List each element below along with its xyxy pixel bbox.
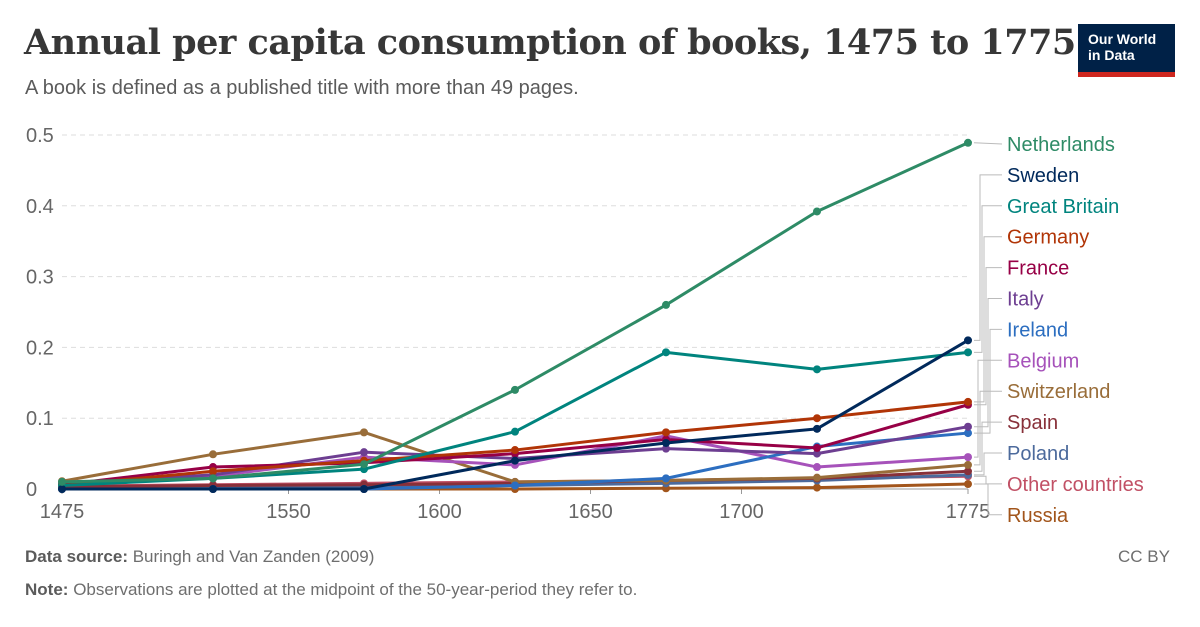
data-point-great-britain — [662, 348, 670, 357]
data-source: Data source: Buringh and Van Zanden (200… — [25, 547, 374, 567]
data-point-great-britain — [813, 365, 821, 374]
label-connector-russia — [974, 483, 1002, 516]
data-point-sweden — [209, 485, 217, 493]
series-label-poland: Poland — [1007, 443, 1069, 465]
series-label-germany: Germany — [1007, 227, 1089, 249]
series-label-netherlands: Netherlands — [1007, 134, 1115, 156]
data-point-belgium — [813, 463, 821, 472]
data-point-sweden — [662, 438, 670, 447]
chart-title: Annual per capita consumption of books, … — [24, 22, 1076, 63]
series-label-switzerland: Switzerland — [1007, 381, 1110, 403]
label-connector-switzerland — [974, 390, 1002, 466]
label-connector-belgium — [974, 359, 1002, 458]
data-point-netherlands — [964, 138, 972, 147]
data-point-sweden — [360, 485, 368, 493]
data-point-italy — [813, 449, 821, 458]
series-label-italy: Italy — [1007, 289, 1044, 311]
data-point-russia — [813, 483, 821, 492]
series-label-sweden: Sweden — [1007, 165, 1079, 187]
data-point-sweden — [813, 424, 821, 433]
label-connector-sweden — [974, 174, 1002, 341]
data-point-italy — [662, 444, 670, 453]
x-tick-label: 1475 — [40, 501, 85, 523]
label-connector-poland — [974, 452, 1002, 476]
series-label-spain: Spain — [1007, 412, 1058, 434]
label-connector-spain — [974, 421, 1002, 472]
series-label-ireland: Ireland — [1007, 319, 1068, 341]
grid-lines — [62, 134, 968, 419]
x-tick-label: 1600 — [417, 501, 462, 523]
data-point-great-britain — [511, 427, 519, 436]
label-connector-other-countries — [974, 475, 1002, 485]
data-point-netherlands — [58, 477, 66, 486]
logo-line-2: in Data — [1088, 47, 1135, 63]
logo-line-1: Our World — [1088, 31, 1157, 47]
series-label-belgium: Belgium — [1007, 350, 1079, 372]
data-point-germany — [964, 397, 972, 406]
series-label-france: France — [1007, 258, 1069, 280]
note-text: Observations are plotted at the midpoint… — [73, 580, 638, 599]
source-label: Data source: — [25, 547, 128, 566]
data-point-sweden — [511, 456, 519, 465]
label-connector-great-britain — [974, 205, 1002, 353]
x-axis: 1475 1550 1600 1650 1700 1775 — [40, 488, 991, 523]
data-point-netherlands — [662, 300, 670, 309]
data-point-italy — [360, 448, 368, 457]
source-text[interactable]: Buringh and Van Zanden (2009) — [132, 547, 375, 566]
data-point-italy — [964, 422, 972, 431]
data-point-germany — [511, 446, 519, 455]
y-axis-ticks: 0 0.1 0.2 0.3 0.4 0.5 — [26, 125, 54, 501]
data-point-france — [813, 443, 821, 452]
series-lines — [58, 138, 972, 493]
data-point-netherlands — [360, 460, 368, 469]
series-labels: Netherlands Sweden Great Britain Germany Fra… — [973, 134, 1144, 527]
series-label-other-countries: Other countries — [1007, 474, 1144, 496]
data-point-switzerland — [209, 450, 217, 459]
y-tick-label: 0.4 — [26, 196, 54, 218]
data-point-spain — [964, 467, 972, 476]
data-point-ireland — [662, 474, 670, 483]
data-point-ireland — [511, 481, 519, 490]
x-tick-label: 1650 — [568, 501, 613, 523]
chart-subtitle: A book is defined as a published title w… — [25, 77, 579, 99]
data-point-switzerland — [813, 473, 821, 482]
data-point-netherlands — [813, 207, 821, 216]
owid-logo[interactable]: Our World in Data — [1078, 24, 1175, 77]
data-point-netherlands — [511, 385, 519, 394]
data-point-sweden — [58, 485, 66, 493]
label-connector-germany — [974, 236, 1002, 403]
y-tick-label: 0.2 — [26, 337, 54, 359]
x-tick-label: 1775 — [946, 501, 991, 523]
data-point-russia — [964, 480, 972, 489]
chart-note: Note: Observations are plotted at the mi… — [25, 580, 637, 600]
data-point-belgium — [964, 453, 972, 462]
license-label[interactable]: CC BY — [1118, 547, 1170, 566]
label-connector-netherlands — [973, 142, 1003, 145]
y-tick-label: 0.5 — [26, 125, 54, 147]
note-label: Note: — [25, 580, 69, 599]
data-point-switzerland — [964, 460, 972, 469]
series-label-great-britain: Great Britain — [1007, 196, 1119, 218]
y-tick-label: 0 — [26, 479, 37, 501]
data-point-germany — [813, 414, 821, 423]
data-point-great-britain — [964, 348, 972, 357]
y-tick-label: 0.3 — [26, 267, 54, 289]
data-point-sweden — [964, 336, 972, 345]
series-label-russia: Russia — [1007, 505, 1069, 527]
x-tick-label: 1550 — [266, 501, 311, 523]
data-point-germany — [209, 467, 217, 476]
data-point-germany — [662, 428, 670, 437]
y-tick-label: 0.1 — [26, 408, 54, 430]
label-connector-italy — [974, 298, 1002, 428]
data-point-switzerland — [360, 428, 368, 437]
data-point-netherlands — [209, 474, 217, 483]
data-point-ireland — [964, 429, 972, 438]
x-tick-label: 1700 — [719, 501, 764, 523]
